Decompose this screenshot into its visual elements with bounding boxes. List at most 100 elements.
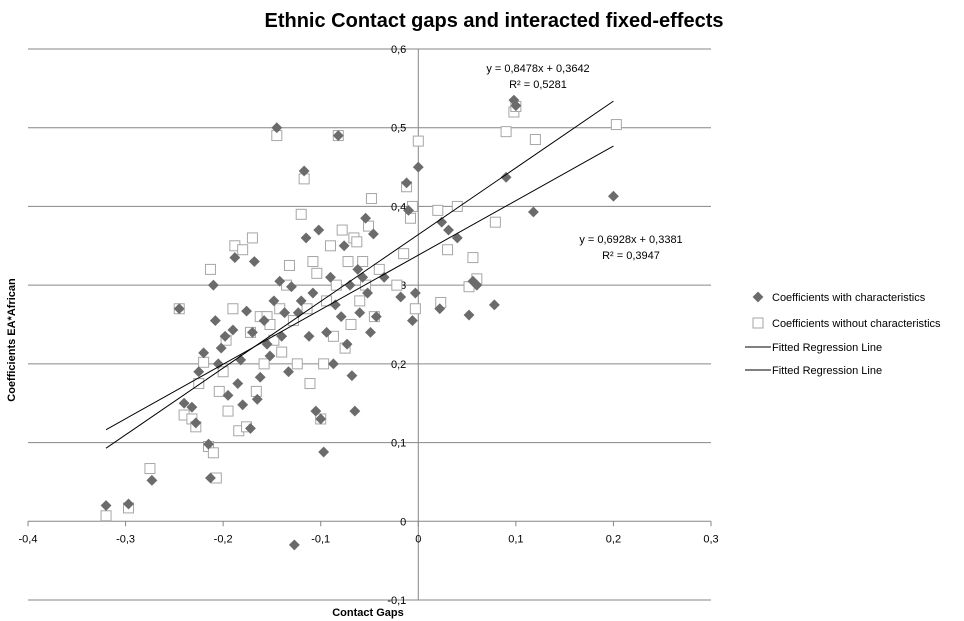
point-without-characteristics <box>144 463 156 475</box>
x-tick-label: -0,3 <box>116 533 135 545</box>
point-with-characteristics <box>303 330 315 342</box>
point-with-characteristics <box>362 287 373 299</box>
point-without-characteristics <box>246 232 258 244</box>
point-with-characteristics <box>332 130 344 142</box>
series-with-characteristics <box>100 94 619 551</box>
point-with-characteristics <box>100 500 112 511</box>
point-with-characteristics <box>451 232 463 244</box>
point-with-characteristics <box>248 256 260 267</box>
point-with-characteristics <box>173 303 185 315</box>
point-without-characteristics <box>351 236 363 248</box>
point-without-characteristics <box>467 252 479 264</box>
x-tick-label: 0 <box>415 533 421 545</box>
point-without-characteristics <box>301 303 313 315</box>
y-tick-label: 0,5 <box>391 123 406 135</box>
point-without-characteristics <box>258 358 270 370</box>
point-with-characteristics <box>193 366 205 378</box>
legend-label: Fitted Regression Line <box>772 365 882 377</box>
point-without-characteristics <box>345 319 357 330</box>
point-with-characteristics <box>500 171 512 183</box>
point-with-characteristics <box>313 224 325 236</box>
point-without-characteristics <box>198 356 210 368</box>
point-with-characteristics <box>412 161 424 173</box>
point-without-characteristics <box>412 135 424 147</box>
point-without-characteristics <box>373 263 385 275</box>
point-with-characteristics <box>261 338 273 350</box>
x-tick-label: -0,1 <box>311 533 330 545</box>
point-with-characteristics <box>443 224 454 236</box>
point-with-characteristics <box>367 228 379 240</box>
point-with-characteristics <box>335 311 347 323</box>
point-with-characteristics <box>395 291 407 303</box>
point-without-characteristics <box>222 405 234 417</box>
x-tick-label: 0,3 <box>703 533 718 545</box>
point-without-characteristics <box>283 259 295 271</box>
point-without-characteristics <box>311 267 323 279</box>
x-tick-labels: -0,4 -0,3 -0,2 -0,1 0 0,1 0,2 0,3 <box>19 533 719 545</box>
axes <box>27 49 712 600</box>
point-without-characteristics <box>336 224 348 236</box>
point-with-characteristics <box>341 338 353 350</box>
point-without-characteristics <box>432 204 444 216</box>
point-with-characteristics <box>300 232 312 244</box>
point-with-characteristics <box>338 240 350 252</box>
point-with-characteristics <box>209 315 221 326</box>
point-with-characteristics <box>360 212 372 224</box>
point-with-characteristics <box>203 438 214 450</box>
point-with-characteristics <box>471 279 483 291</box>
point-with-characteristics <box>258 315 270 326</box>
point-with-characteristics <box>254 371 266 383</box>
x-tick-label: 0,2 <box>606 533 621 545</box>
point-without-characteristics <box>204 263 216 275</box>
point-with-characteristics <box>527 206 539 218</box>
point-with-characteristics <box>315 413 327 425</box>
point-with-characteristics <box>488 299 500 311</box>
point-with-characteristics <box>407 315 418 326</box>
point-with-characteristics <box>219 330 231 342</box>
y-tick-label: 0 <box>400 516 406 528</box>
y-tick-label: 0,1 <box>391 438 406 450</box>
point-without-characteristics <box>354 295 366 307</box>
point-without-characteristics <box>237 244 249 256</box>
point-with-characteristics <box>271 122 283 134</box>
point-with-characteristics <box>298 165 310 177</box>
point-with-characteristics <box>354 307 366 319</box>
y-axis-label: Coefficients EA*African <box>6 278 18 402</box>
x-tick-label: 0,1 <box>508 533 523 545</box>
point-without-characteristics <box>391 279 403 291</box>
point-with-characteristics <box>325 271 336 283</box>
r-squared-label: R² = 0,3947 <box>602 250 660 262</box>
point-without-characteristics <box>404 212 416 224</box>
point-with-characteristics <box>241 305 252 317</box>
x-axis-label: Contact Gaps <box>332 607 404 619</box>
point-with-characteristics <box>123 498 134 510</box>
point-with-characteristics <box>264 350 276 362</box>
point-with-characteristics <box>510 100 522 112</box>
point-without-characteristics <box>327 330 339 342</box>
point-with-characteristics <box>186 401 198 413</box>
regression-equation: y = 0,8478x + 0,3642 <box>486 63 589 75</box>
point-with-characteristics <box>608 190 619 202</box>
fitted-regression-line <box>105 145 614 431</box>
legend-marker-with-characteristics <box>752 291 764 303</box>
legend-label: Coefficients without characteristics <box>772 318 941 330</box>
point-with-characteristics <box>346 370 358 382</box>
point-without-characteristics <box>342 256 354 268</box>
legend-label: Fitted Regression Line <box>772 342 882 354</box>
point-without-characteristics <box>291 358 303 370</box>
point-without-characteristics <box>398 248 410 260</box>
y-tick-labels: -0,100,10,20,30,40,50,6 <box>387 44 406 607</box>
point-with-characteristics <box>212 358 224 370</box>
point-with-characteristics <box>401 177 413 189</box>
regression-equation: y = 0,6928x + 0,3381 <box>579 234 682 246</box>
point-with-characteristics <box>146 474 158 486</box>
point-with-characteristics <box>295 295 307 307</box>
chart-title: Ethnic Contact gaps and interacted fixed… <box>265 10 724 32</box>
x-tick-label: -0,2 <box>214 533 233 545</box>
point-with-characteristics <box>434 303 446 315</box>
gridlines <box>28 48 711 601</box>
x-tick-label: -0,4 <box>19 533 38 545</box>
point-with-characteristics <box>321 326 332 338</box>
point-without-characteristics <box>409 303 421 315</box>
